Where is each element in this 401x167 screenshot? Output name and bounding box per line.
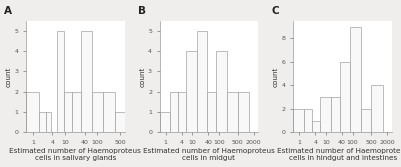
Bar <box>197 31 207 132</box>
Bar <box>207 92 216 132</box>
X-axis label: Estimated number of Haemoproteus
cells in salivary glands: Estimated number of Haemoproteus cells i… <box>9 148 141 161</box>
X-axis label: Estimated number of Haemoproteus
cells in midgut: Estimated number of Haemoproteus cells i… <box>143 148 275 161</box>
Bar <box>186 51 197 132</box>
Bar <box>57 31 64 132</box>
Bar <box>293 109 304 132</box>
Text: A: A <box>4 6 12 16</box>
Bar <box>237 92 249 132</box>
Y-axis label: count: count <box>139 66 145 87</box>
Bar <box>340 62 350 132</box>
Bar <box>216 51 227 132</box>
Bar <box>170 92 178 132</box>
Bar <box>46 112 51 132</box>
Bar <box>81 31 93 132</box>
Bar <box>371 85 383 132</box>
Bar <box>39 112 46 132</box>
Bar <box>64 92 72 132</box>
Bar <box>312 121 320 132</box>
Bar <box>160 112 170 132</box>
X-axis label: Estimated number of Haemoproteus
cells in hindgut and intestines: Estimated number of Haemoproteus cells i… <box>277 148 401 161</box>
Bar <box>350 27 360 132</box>
Bar <box>304 109 312 132</box>
Bar <box>227 92 237 132</box>
Text: C: C <box>271 6 279 16</box>
Y-axis label: count: count <box>6 66 12 87</box>
Bar <box>93 92 103 132</box>
Bar <box>72 92 81 132</box>
Text: B: B <box>138 6 146 16</box>
Bar <box>178 92 186 132</box>
Y-axis label: count: count <box>273 66 279 87</box>
Bar <box>320 97 330 132</box>
Bar <box>115 112 125 132</box>
Bar <box>360 109 371 132</box>
Bar <box>26 92 39 132</box>
Bar <box>103 92 115 132</box>
Bar <box>330 97 340 132</box>
